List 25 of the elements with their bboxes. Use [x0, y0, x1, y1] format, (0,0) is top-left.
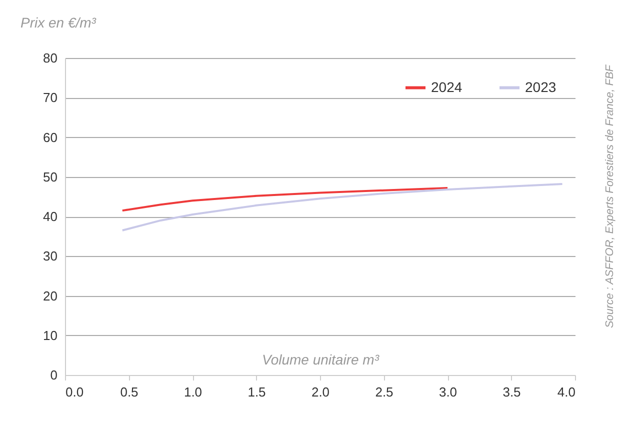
x-axis-title: Volume unitaire m³: [262, 352, 380, 368]
line-series: [121, 186, 448, 212]
line-series: [121, 183, 564, 232]
legend-label: 2023: [525, 78, 556, 95]
y-tick-label: 30: [43, 248, 58, 264]
y-tick-label: 10: [43, 328, 58, 343]
y-tick-label: 50: [43, 169, 58, 184]
y-tick-label: 70: [43, 90, 58, 106]
y-tick-label: 0: [50, 368, 58, 382]
x-tick-label: 4.0: [557, 384, 576, 400]
x-tick-label: 1.5: [248, 384, 266, 400]
x-tick-label: 3.0: [438, 384, 458, 400]
x-tick-label: 0.0: [66, 384, 84, 400]
y-tick-label: 20: [43, 288, 58, 304]
y-tick-label: 60: [43, 130, 58, 145]
y-tick-label: 80: [43, 50, 58, 66]
legend-label: 2024: [431, 78, 462, 95]
source-note: Source : ASFFOR, Experts Forestiers de France, FBF: [604, 64, 616, 328]
x-tick-label: 2.0: [311, 384, 330, 400]
y-axis-title: Prix en €/m³: [20, 14, 96, 30]
x-tick-label: 1.0: [184, 384, 202, 400]
x-tick-label: 3.5: [502, 384, 521, 400]
x-tick-label: 0.5: [120, 384, 138, 400]
x-tick-label: 2.5: [375, 384, 394, 400]
y-tick-label: 40: [43, 209, 58, 224]
